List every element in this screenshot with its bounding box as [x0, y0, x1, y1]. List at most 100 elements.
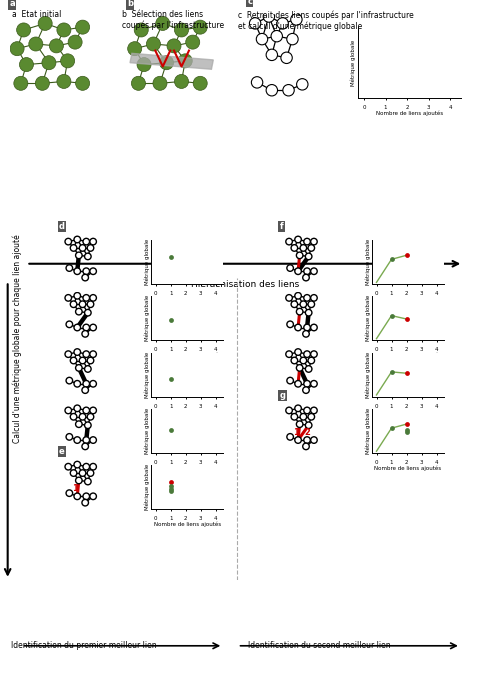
Circle shape — [303, 387, 309, 393]
Point — [167, 486, 175, 497]
Circle shape — [311, 239, 317, 245]
Y-axis label: Métrique globale: Métrique globale — [144, 239, 150, 285]
Text: d: d — [59, 222, 65, 231]
Circle shape — [57, 75, 71, 88]
X-axis label: Nombre de liens ajoutés: Nombre de liens ajoutés — [154, 466, 221, 471]
Circle shape — [295, 324, 301, 331]
Circle shape — [74, 324, 81, 331]
Circle shape — [90, 268, 96, 275]
Point — [403, 419, 410, 430]
Circle shape — [156, 16, 170, 31]
Circle shape — [256, 33, 268, 45]
Circle shape — [82, 275, 88, 281]
Y-axis label: Métrique globale: Métrique globale — [144, 351, 150, 398]
Circle shape — [128, 41, 142, 56]
Y-axis label: Métrique globale: Métrique globale — [365, 351, 371, 398]
Text: e: e — [59, 447, 64, 456]
Point — [167, 315, 175, 325]
Circle shape — [83, 324, 90, 331]
Text: c  Retrait des liens coupés par l'infrastructure
et calcul d'une métrique global: c Retrait des liens coupés par l'infrast… — [238, 10, 413, 31]
Circle shape — [90, 437, 96, 443]
Circle shape — [65, 351, 72, 357]
Circle shape — [296, 308, 303, 315]
Circle shape — [287, 33, 298, 45]
Text: 1: 1 — [293, 428, 299, 437]
Circle shape — [304, 239, 311, 245]
Circle shape — [134, 23, 148, 37]
Circle shape — [38, 16, 52, 31]
X-axis label: Nombre de liens ajoutés: Nombre de liens ajoutés — [154, 297, 221, 302]
Circle shape — [303, 331, 309, 337]
Circle shape — [74, 493, 81, 500]
Circle shape — [291, 357, 298, 364]
Circle shape — [66, 490, 72, 496]
Circle shape — [75, 308, 82, 315]
Circle shape — [66, 434, 72, 440]
Circle shape — [193, 77, 207, 90]
Circle shape — [167, 39, 181, 53]
Circle shape — [159, 56, 174, 70]
X-axis label: Nombre de liens ajoutés: Nombre de liens ajoutés — [154, 410, 221, 415]
Circle shape — [90, 324, 96, 331]
Circle shape — [29, 37, 43, 51]
Circle shape — [75, 20, 90, 34]
Circle shape — [281, 52, 292, 64]
Circle shape — [266, 85, 277, 96]
Circle shape — [303, 443, 309, 450]
Circle shape — [300, 245, 307, 252]
Circle shape — [174, 75, 189, 88]
Circle shape — [304, 268, 311, 275]
Circle shape — [83, 380, 90, 387]
Circle shape — [304, 295, 311, 301]
X-axis label: Nombre de liens ajoutés: Nombre de liens ajoutés — [374, 466, 442, 471]
Circle shape — [70, 245, 77, 252]
Circle shape — [295, 405, 301, 412]
Circle shape — [304, 351, 311, 357]
Circle shape — [17, 23, 31, 37]
Circle shape — [295, 348, 301, 355]
Circle shape — [49, 39, 63, 53]
Circle shape — [74, 236, 81, 243]
Y-axis label: Métrique globale: Métrique globale — [144, 295, 150, 342]
Circle shape — [304, 407, 311, 414]
Text: Identification du second meilleur lien: Identification du second meilleur lien — [248, 641, 391, 650]
Circle shape — [295, 292, 301, 299]
Circle shape — [295, 437, 301, 443]
Point — [403, 426, 410, 437]
Y-axis label: Métrique globale: Métrique globale — [144, 407, 150, 454]
Circle shape — [74, 380, 81, 387]
Circle shape — [305, 309, 312, 316]
Circle shape — [84, 478, 91, 485]
Circle shape — [83, 407, 90, 414]
Circle shape — [277, 18, 288, 29]
Circle shape — [263, 11, 275, 22]
Circle shape — [252, 77, 263, 88]
X-axis label: Nombre de liens ajoutés: Nombre de liens ajoutés — [374, 297, 442, 302]
Circle shape — [132, 77, 145, 90]
Circle shape — [65, 407, 72, 414]
Circle shape — [311, 407, 317, 414]
Circle shape — [10, 41, 24, 56]
Circle shape — [75, 252, 82, 258]
Circle shape — [75, 365, 82, 371]
Circle shape — [82, 443, 88, 450]
Circle shape — [79, 357, 86, 364]
Circle shape — [300, 301, 307, 308]
Circle shape — [82, 387, 88, 393]
Point — [167, 252, 175, 262]
Point — [388, 366, 396, 377]
Circle shape — [295, 236, 301, 243]
Circle shape — [286, 351, 292, 357]
Point — [403, 250, 410, 261]
X-axis label: Nombre de liens ajoutés: Nombre de liens ajoutés — [154, 522, 221, 527]
Circle shape — [87, 357, 94, 364]
Circle shape — [153, 77, 167, 90]
Circle shape — [68, 35, 82, 49]
Circle shape — [311, 324, 317, 331]
Polygon shape — [130, 54, 213, 69]
Circle shape — [271, 31, 282, 42]
Circle shape — [83, 464, 90, 470]
Point — [167, 477, 175, 487]
Circle shape — [90, 351, 96, 357]
Circle shape — [295, 268, 301, 275]
